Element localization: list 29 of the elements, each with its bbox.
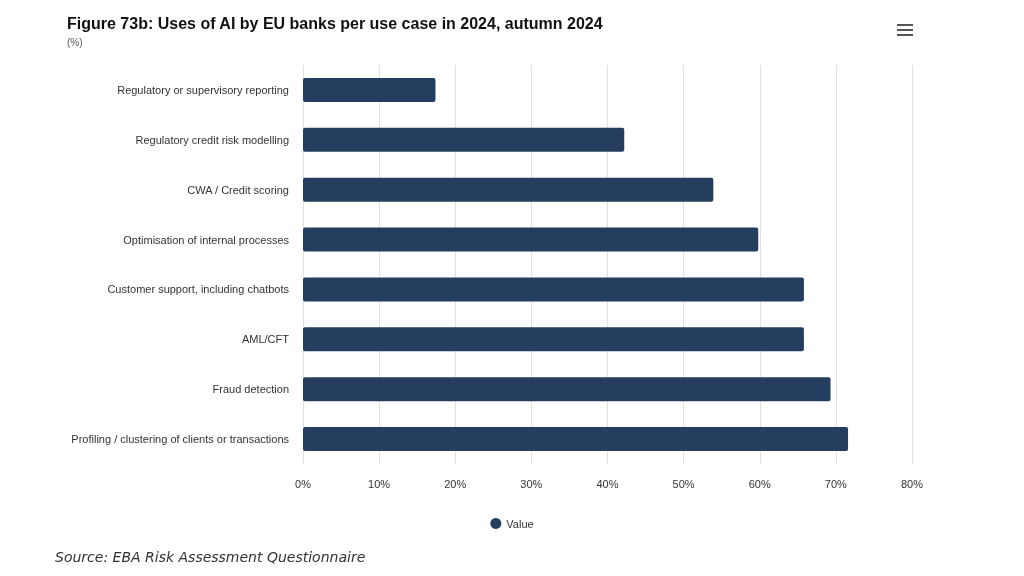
source-note: Source: EBA Risk Assessment Questionnaire [55, 549, 366, 565]
y-tick-label: Optimisation of internal processes [123, 233, 290, 246]
x-tick-label: 40% [596, 477, 619, 490]
bar [303, 227, 759, 252]
y-tick-label: CWA / Credit scoring [187, 183, 289, 196]
x-tick-label: 50% [672, 477, 695, 490]
y-tick-label: Regulatory credit risk modelling [135, 133, 289, 146]
x-tick-label: 80% [900, 477, 924, 490]
y-tick-label: Fraud detection [212, 383, 289, 396]
y-tick-label: Customer support, including chatbots [107, 283, 290, 296]
bar [303, 327, 804, 352]
y-tick-label: Regulatory or supervisory reporting [117, 83, 289, 96]
y-tick-label: Profiling / clustering of clients or transactions [71, 433, 290, 446]
x-tick-label: 60% [748, 477, 771, 490]
legend-label: Value [506, 517, 534, 530]
x-tick-label: 10% [368, 477, 391, 490]
x-tick-label: 30% [520, 477, 543, 490]
chart-title: Figure 73b: Uses of AI by EU banks per use case in 2024, autumn 2024 [67, 14, 603, 32]
bar [303, 427, 849, 452]
x-tick-label: 0% [295, 477, 312, 490]
bar [303, 277, 804, 302]
y-tick-label: AML/CFT [241, 333, 290, 346]
bar [303, 77, 436, 102]
bar [303, 377, 831, 402]
x-tick-label: 70% [824, 477, 848, 490]
x-tick-label: 20% [444, 477, 467, 490]
text: (%) [67, 36, 83, 48]
bar [303, 177, 714, 202]
bar [303, 127, 625, 152]
